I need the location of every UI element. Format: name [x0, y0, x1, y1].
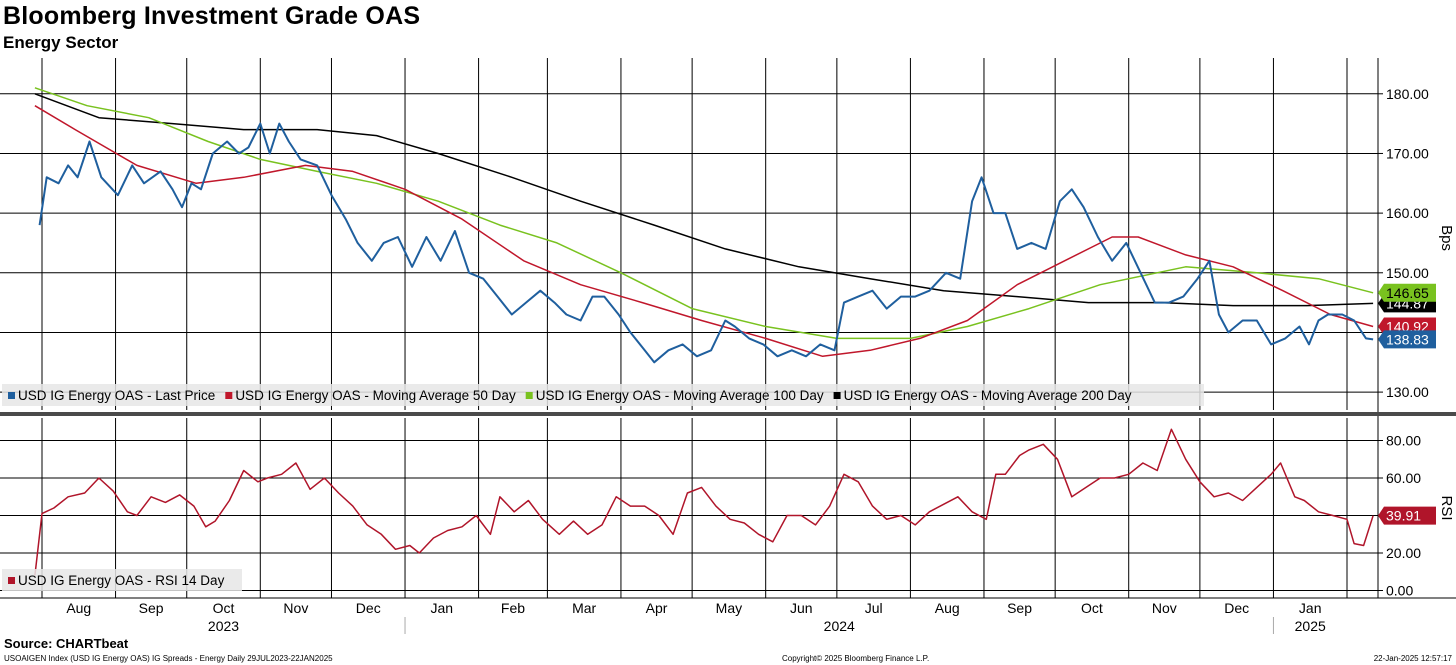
lower-ytick-label: 20.00 — [1386, 545, 1421, 561]
upper-ytick-label: 180.00 — [1386, 86, 1429, 102]
x-month-label: Dec — [356, 600, 381, 616]
lower-y-axis-title: RSI — [1438, 495, 1455, 520]
upper-panel-series — [34, 87, 1374, 364]
panel-divider — [0, 412, 1456, 416]
legends: USD IG Energy OAS - Last Price USD IG Ene… — [2, 384, 1204, 591]
ma100-tag-bg — [1378, 283, 1436, 302]
lower-ytick-label: 60.00 — [1386, 470, 1421, 486]
lower-panel-grid — [0, 418, 1378, 598]
upper-ytick-label: 170.00 — [1386, 145, 1429, 161]
footer-copyright: Copyright© 2025 Bloomberg Finance L.P. — [782, 654, 930, 663]
legend-swatch — [8, 577, 15, 584]
legend-label: USD IG Energy OAS - Moving Average 200 D… — [844, 388, 1132, 403]
x-month-label: Apr — [646, 600, 668, 616]
x-month-label: Jul — [865, 600, 883, 616]
footer-timestamp: 22-Jan-2025 12:57:17 — [1373, 654, 1452, 663]
series-line-usd-ig-energy-oas-last-price — [38, 122, 1374, 364]
x-month-label: Jan — [431, 600, 454, 616]
x-month-label: Dec — [1224, 600, 1249, 616]
axes: 130.00140.00150.00160.00170.00180.000.00… — [0, 58, 1456, 634]
x-year-label: 2024 — [824, 618, 855, 634]
upper-ytick-label: 130.00 — [1386, 384, 1429, 400]
x-month-label: Oct — [1081, 600, 1103, 616]
footer-source: Source: CHARTbeat — [4, 636, 129, 651]
rsi-tag-bg — [1378, 506, 1436, 525]
upper-ytick-label: 150.00 — [1386, 265, 1429, 281]
legend-label: USD IG Energy OAS - Moving Average 50 Da… — [235, 388, 516, 403]
x-month-label: May — [716, 600, 742, 616]
lower-panel-series — [34, 428, 1374, 576]
x-month-label: Mar — [572, 600, 596, 616]
footer-description: USOAIGEN Index (USD IG Energy OAS) IG Sp… — [4, 654, 333, 663]
legend-label: USD IG Energy OAS - RSI 14 Day — [18, 573, 225, 588]
lower-ytick-label: 0.00 — [1386, 583, 1413, 599]
last-price-tag-label: 138.83 — [1386, 331, 1429, 347]
x-month-label: Oct — [213, 600, 235, 616]
x-month-label: Nov — [1152, 600, 1177, 616]
legend-box — [2, 384, 1204, 406]
upper-panel-grid — [0, 58, 1378, 410]
chart-subtitle: Energy Sector — [3, 33, 119, 52]
x-month-label: Nov — [283, 600, 308, 616]
upper-y-axis-title: Bps — [1438, 225, 1455, 251]
legend-swatch — [833, 392, 841, 399]
upper-ytick-label: 160.00 — [1386, 205, 1429, 221]
x-month-label: Aug — [66, 600, 91, 616]
legend-swatch — [225, 392, 233, 399]
series-line-usd-ig-energy-oas-moving-average-50-day — [34, 105, 1374, 358]
legend-label: USD IG Energy OAS - Last Price — [18, 388, 215, 403]
x-month-label: Feb — [501, 600, 525, 616]
x-month-label: Aug — [935, 600, 960, 616]
x-year-label: 2025 — [1295, 618, 1326, 634]
x-month-label: Sep — [1007, 600, 1032, 616]
legend-box — [2, 569, 242, 591]
last-price-tag-bg — [1378, 330, 1436, 349]
series-line-usd-ig-energy-oas-rsi-14-day — [34, 428, 1374, 576]
x-year-label: 2023 — [208, 618, 239, 634]
x-month-label: Sep — [139, 600, 164, 616]
chart-title: Bloomberg Investment Grade OAS — [3, 2, 421, 30]
x-month-label: Jun — [790, 600, 813, 616]
legend-label: USD IG Energy OAS - Moving Average 100 D… — [536, 388, 824, 403]
legend-swatch — [525, 392, 533, 399]
x-month-label: Jan — [1299, 600, 1322, 616]
lower-ytick-label: 80.00 — [1386, 433, 1421, 449]
ma100-tag-label: 146.65 — [1386, 285, 1429, 301]
rsi-tag-label: 39.91 — [1386, 508, 1421, 524]
series-line-usd-ig-energy-oas-moving-average-200-day — [34, 93, 1374, 307]
legend-swatch — [8, 392, 15, 399]
